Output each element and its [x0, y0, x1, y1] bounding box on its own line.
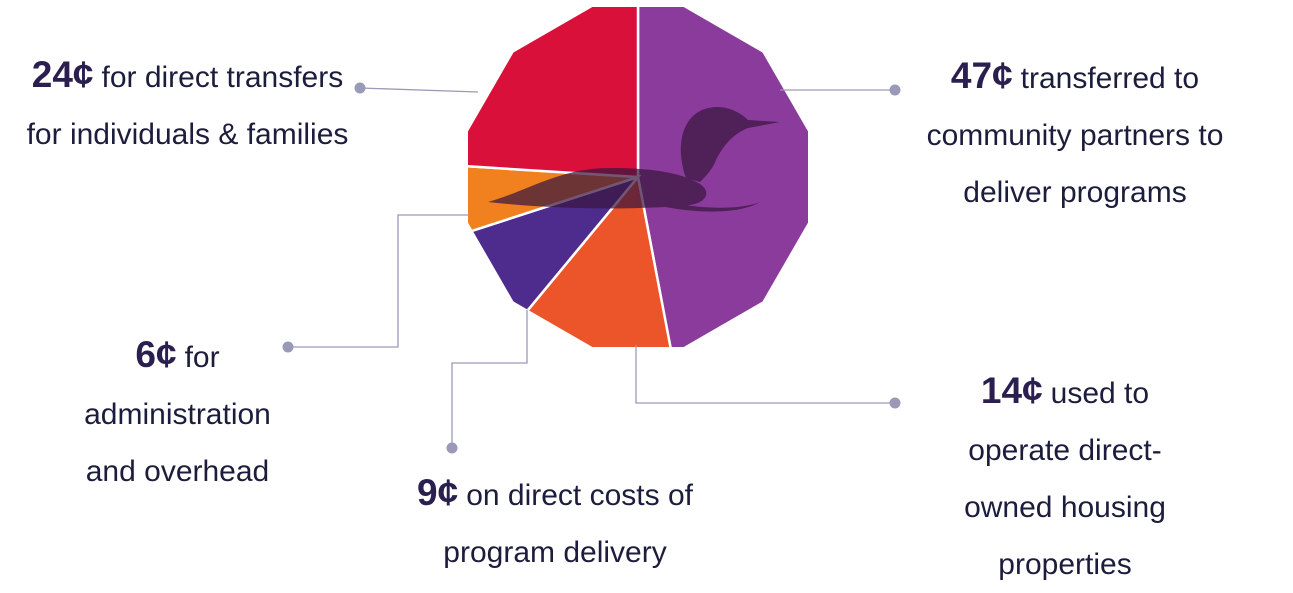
connector-dot — [890, 398, 901, 409]
connector — [360, 88, 478, 92]
connector-dot — [890, 85, 901, 96]
pie — [398, 0, 878, 417]
value-label: 24¢ — [32, 54, 94, 95]
slice-label: 24¢for direct transfers for individuals … — [20, 46, 355, 163]
value-label: 9¢ — [417, 472, 458, 513]
value-label: 47¢ — [951, 55, 1013, 96]
connector — [636, 345, 895, 403]
slice-label: 9¢on direct costs of program delivery — [370, 464, 740, 581]
slice-label: 6¢for administration and overhead — [70, 326, 285, 500]
category-label: for administration and overhead — [84, 341, 271, 488]
connector — [288, 215, 470, 347]
pie-slice — [398, 0, 638, 177]
value-label: 14¢ — [981, 370, 1043, 411]
slice-label: 47¢transferred to community partners to … — [905, 47, 1245, 221]
category-label: on direct costs of program delivery — [443, 479, 693, 569]
value-label: 6¢ — [135, 334, 176, 375]
connector-dot — [355, 83, 366, 94]
connector-dot — [447, 443, 458, 454]
page: 47¢transferred to community partners to … — [0, 0, 1293, 584]
slice-label: 14¢used to operate direct-owned housing … — [945, 362, 1185, 593]
connector — [452, 310, 527, 448]
